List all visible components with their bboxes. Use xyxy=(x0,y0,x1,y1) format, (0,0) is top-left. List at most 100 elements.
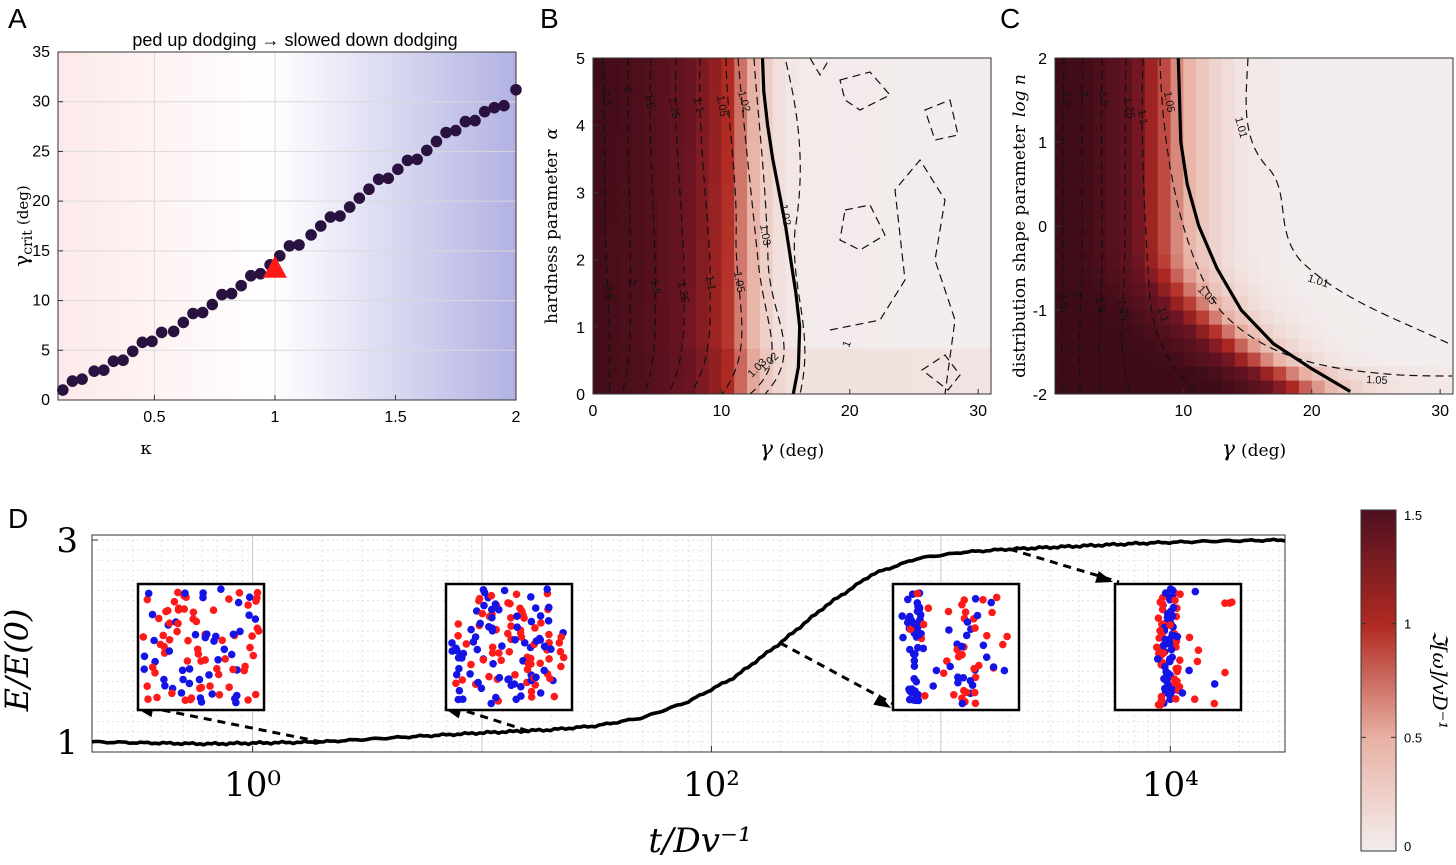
chart-c-cell xyxy=(1375,198,1390,213)
chart-b-cell xyxy=(952,58,966,74)
chart-c-cell xyxy=(1132,142,1146,157)
chart-c-cell xyxy=(1414,380,1428,394)
chart-c-cell xyxy=(1311,212,1326,227)
chart-b-cell xyxy=(978,164,991,181)
chart-c-cell xyxy=(1337,338,1351,353)
chart-c-cell xyxy=(1132,282,1146,297)
chart-b-cell xyxy=(952,119,966,135)
chart-c-cell xyxy=(1157,100,1172,115)
chart-c-cell xyxy=(1221,380,1236,394)
chart-c-cell xyxy=(1363,156,1377,171)
chart-d-particle xyxy=(244,696,252,704)
chart-c-cell xyxy=(1298,212,1313,227)
chart-b-cell xyxy=(682,241,697,258)
chart-b-cell xyxy=(901,287,915,303)
chart-d-particle xyxy=(492,693,500,702)
chart-c-cell xyxy=(1234,114,1249,129)
chart-c-cell xyxy=(1273,156,1287,171)
chart-d-particle xyxy=(511,636,519,644)
chart-b-cell xyxy=(747,195,761,212)
chart-c-cell xyxy=(1414,282,1428,297)
chart-b-cell xyxy=(836,58,851,74)
chart-b-cell xyxy=(695,210,710,227)
chart-a-point xyxy=(430,135,443,148)
chart-c-cell xyxy=(1067,128,1082,143)
chart-b-cell xyxy=(913,73,928,90)
chart-b-cell xyxy=(657,88,671,105)
chart-c-cell xyxy=(1157,142,1172,157)
chart-b-cell xyxy=(605,119,620,135)
chart-c-cell xyxy=(1311,310,1326,325)
chart-c-cell xyxy=(1119,254,1133,269)
chart-b-cell xyxy=(695,149,710,166)
chart-c-cell xyxy=(1273,86,1287,101)
chart-b-cell xyxy=(978,88,991,105)
chart-b-cell xyxy=(888,119,902,135)
chart-d-particle xyxy=(546,674,554,683)
chart-d-particle xyxy=(950,691,958,699)
chart-b-cell xyxy=(875,164,889,181)
chart-b-cell xyxy=(824,226,838,242)
chart-d-particle xyxy=(229,630,238,639)
chart-b-label-1-5-mid: 1.5 xyxy=(648,278,662,295)
chart-b-cell xyxy=(618,378,633,394)
chart-c-cell xyxy=(1401,184,1416,199)
chart-b-cell xyxy=(978,317,991,334)
chart-b-cell xyxy=(901,363,915,380)
chart-c-cell xyxy=(1401,128,1416,143)
chart-c-cell xyxy=(1119,142,1133,157)
chart-b-cell xyxy=(670,287,684,303)
chart-d-particle xyxy=(235,589,244,597)
chart-c-cell xyxy=(1324,296,1339,311)
chart-b-cell xyxy=(862,271,877,288)
chart-a-highlight-triangle xyxy=(262,255,287,278)
chart-c-cell xyxy=(1273,170,1287,185)
chart-b-cell xyxy=(785,119,800,135)
chart-c-cell xyxy=(1247,296,1262,311)
chart-b-cell xyxy=(682,256,697,273)
chart-b-cell xyxy=(695,256,710,273)
chart-c-cell xyxy=(1350,170,1364,185)
chart-b-cell xyxy=(708,119,722,135)
chart-b-label-1-25-mid: 1.25 xyxy=(675,280,691,303)
chart-d-particle xyxy=(989,663,998,671)
chart-c-cell xyxy=(1234,184,1249,199)
chart-c-cell xyxy=(1196,100,1210,115)
chart-b-cell xyxy=(888,348,902,365)
chart-c-cell xyxy=(1234,156,1249,171)
chart-c-cell xyxy=(1440,72,1453,87)
chart-b: 2.5 2 1.5 1.25 ℑ[ω]/vD⁻¹ 1.1 1.05 1.02 1… xyxy=(542,51,992,462)
chart-d-particle xyxy=(448,639,456,647)
chart-b-cell xyxy=(965,180,979,197)
chart-b-cell xyxy=(862,256,877,273)
chart-d-particle xyxy=(174,619,182,628)
chart-c-cell xyxy=(1388,240,1403,255)
chart-c-cell xyxy=(1401,226,1416,241)
chart-c-cell xyxy=(1080,310,1095,325)
chart-b-cell xyxy=(965,134,979,151)
chart-c-cell xyxy=(1388,366,1403,381)
chart-b-cell xyxy=(824,73,838,90)
chart-c-cell xyxy=(1055,58,1069,73)
chart-b-cell xyxy=(862,119,877,135)
chart-d-particle xyxy=(455,664,463,673)
chart-c-cell xyxy=(1067,142,1082,157)
chart-c-cell xyxy=(1221,352,1236,367)
chart-b-cell xyxy=(593,58,607,74)
chart-d-particle xyxy=(1210,680,1219,688)
chart-c-cell xyxy=(1337,324,1351,339)
chart-b-cell xyxy=(836,271,851,288)
chart-c-cell xyxy=(1298,72,1313,87)
chart-d-particle xyxy=(253,624,262,633)
chart-b-cell xyxy=(862,241,877,258)
chart-b-cell xyxy=(875,226,889,242)
chart-c-cell xyxy=(1324,156,1339,171)
chart-c-cell xyxy=(1080,366,1095,381)
chart-c-cell xyxy=(1170,184,1184,199)
chart-c-cell xyxy=(1388,268,1403,283)
chart-c-cell xyxy=(1401,380,1416,394)
chart-d-particle xyxy=(466,670,474,678)
chart-c-cell xyxy=(1157,268,1172,283)
